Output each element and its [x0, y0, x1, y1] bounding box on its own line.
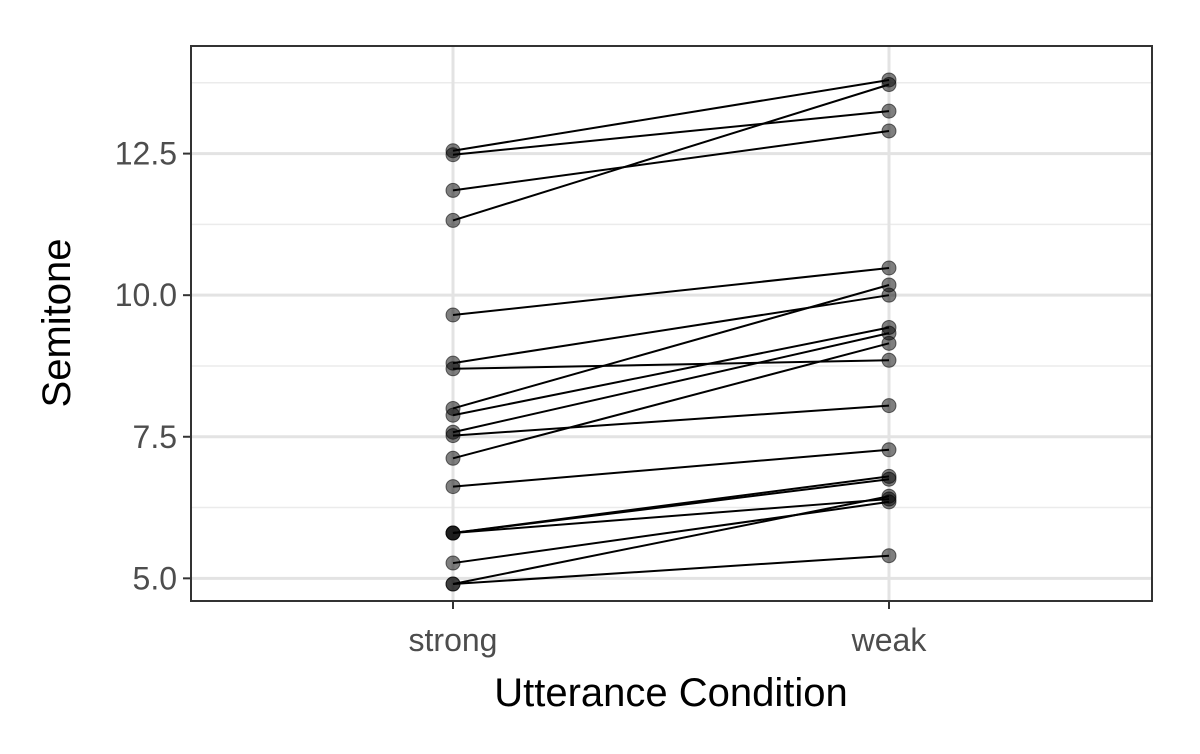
data-point [445, 576, 461, 592]
y-tick-label: 7.5 [133, 419, 177, 455]
data-point [881, 103, 897, 119]
data-point [445, 525, 461, 541]
y-tick-label: 5.0 [133, 560, 177, 596]
data-point [881, 352, 897, 368]
series-line [452, 448, 890, 488]
data-point [881, 488, 897, 504]
data-points [445, 72, 897, 592]
data-point [445, 555, 461, 571]
data-point [445, 428, 461, 444]
series-line [452, 498, 890, 535]
data-point [445, 450, 461, 466]
data-point [881, 442, 897, 458]
series-line [452, 332, 890, 434]
series-line [452, 404, 890, 437]
series-line [452, 500, 890, 565]
y-tick-label: 10.0 [115, 277, 177, 313]
data-point [881, 548, 897, 564]
data-point [445, 182, 461, 198]
series-line [452, 284, 890, 410]
series-line [452, 83, 890, 222]
series-line [452, 495, 890, 585]
series-line [452, 78, 890, 152]
y-axis-title: Semitone [35, 239, 79, 408]
data-point [881, 398, 897, 414]
data-point [881, 335, 897, 351]
panel-background [191, 46, 1152, 601]
data-point [445, 479, 461, 495]
y-tick-label: 12.5 [115, 136, 177, 172]
panel-border [190, 45, 1153, 602]
series-line [452, 342, 890, 460]
series-line [452, 110, 890, 156]
data-point [881, 260, 897, 276]
data-point [881, 471, 897, 487]
data-point [445, 361, 461, 377]
data-point [881, 123, 897, 139]
data-point [445, 212, 461, 228]
y-axis-ticks: 5.0 7.5 10.0 12.5 [115, 136, 191, 596]
data-point [445, 407, 461, 423]
series-lines [452, 78, 890, 586]
series-line [452, 326, 890, 417]
x-tick-label: strong [409, 622, 498, 658]
x-axis-ticks: strong weak [409, 601, 928, 658]
series-line [452, 267, 890, 316]
x-axis-title: Utterance Condition [494, 671, 848, 715]
data-point [445, 147, 461, 163]
data-point [881, 77, 897, 93]
minor-gridlines [191, 82, 1152, 509]
x-tick-label: weak [851, 622, 928, 658]
data-point [881, 277, 897, 293]
series-line [452, 129, 890, 192]
data-point [445, 307, 461, 323]
series-line [452, 554, 890, 586]
series-line [452, 478, 890, 535]
